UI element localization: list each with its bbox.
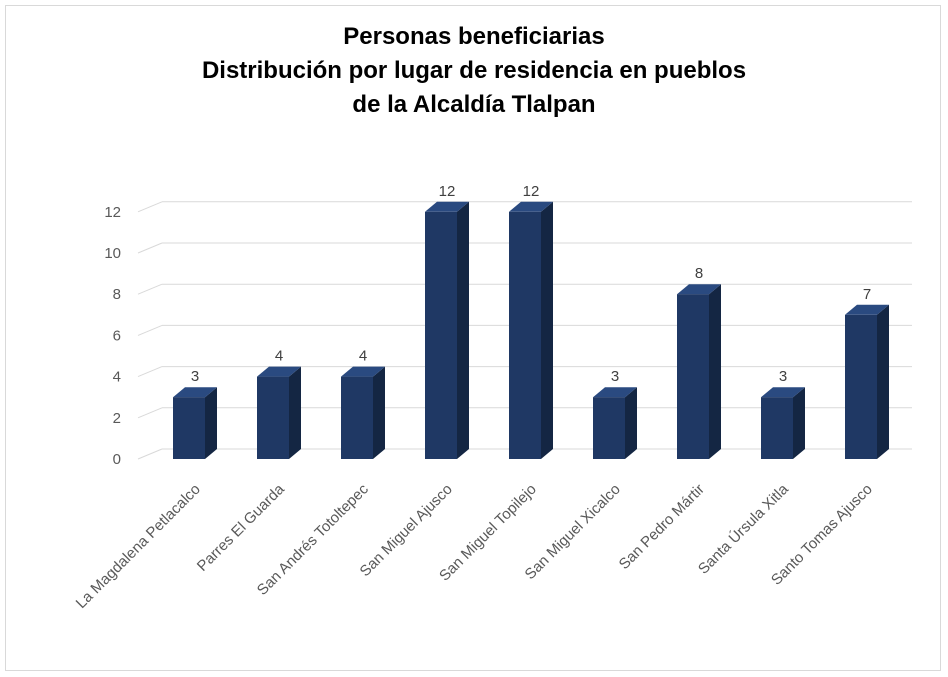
x-category-label: Santa Úrsula Xitla [695, 480, 792, 577]
bar-top [593, 387, 637, 398]
bar [509, 211, 541, 459]
bar [425, 211, 457, 459]
gridline-connector [137, 324, 163, 336]
y-tick-label: 8 [113, 286, 121, 303]
bar-side [457, 201, 469, 460]
bar-side [373, 366, 385, 459]
data-label: 7 [863, 286, 871, 303]
gridline-connector [137, 407, 163, 419]
bar-side [541, 201, 553, 460]
bar-side [793, 387, 805, 459]
bar-side [205, 387, 217, 459]
data-label: 3 [779, 368, 787, 385]
gridline-connector [137, 242, 163, 254]
bar [593, 397, 625, 459]
bar-top [173, 387, 217, 398]
chart-frame [5, 5, 941, 671]
bar-top [425, 201, 469, 212]
bar [677, 294, 709, 459]
chart-title-line-3: de la Alcaldía Tlalpan [352, 91, 596, 118]
x-category-label: San Miguel Ajusco [357, 481, 456, 580]
y-tick-label: 10 [104, 245, 121, 262]
data-label: 4 [359, 348, 367, 365]
bar-top [341, 366, 385, 377]
bar-top [509, 201, 553, 212]
data-label: 4 [275, 348, 283, 365]
data-label: 3 [611, 368, 619, 385]
y-tick-label: 0 [113, 451, 121, 468]
bar [341, 376, 373, 459]
gridline-connector [137, 201, 163, 213]
chart-title: Personas beneficiarias Distribución por … [0, 20, 948, 122]
y-tick-label: 2 [113, 410, 121, 427]
x-category-label: San Miguel Xicalco [522, 481, 624, 583]
bar [257, 376, 289, 459]
y-tick-label: 4 [113, 369, 121, 386]
gridline-connector [137, 283, 163, 295]
data-label: 12 [523, 183, 540, 200]
bar-side [877, 304, 889, 459]
x-category-label: Parres El Guarda [194, 480, 288, 574]
data-label: 12 [439, 183, 456, 200]
bar-top [761, 387, 805, 398]
bar [845, 314, 877, 459]
y-tick-label: 12 [104, 204, 121, 221]
y-tick-label: 6 [113, 327, 121, 344]
bar-side [289, 366, 301, 459]
data-label: 3 [191, 368, 199, 385]
gridline-connector [137, 366, 163, 378]
gridline-connector [137, 448, 163, 460]
data-label: 8 [695, 265, 703, 282]
bar-side [625, 387, 637, 459]
bar [761, 397, 793, 459]
bar-side [709, 284, 721, 459]
x-category-label: La Magdalena Petlacalco [73, 481, 204, 612]
bar [173, 397, 205, 459]
chart-title-line-1: Personas beneficiarias [343, 23, 605, 50]
x-category-label: San Pedro Mártir [616, 481, 708, 573]
chart-title-line-2: Distribución por lugar de residencia en … [201, 57, 747, 84]
bar-top [257, 366, 301, 377]
bar-top [677, 284, 721, 295]
bar-top [845, 304, 889, 315]
